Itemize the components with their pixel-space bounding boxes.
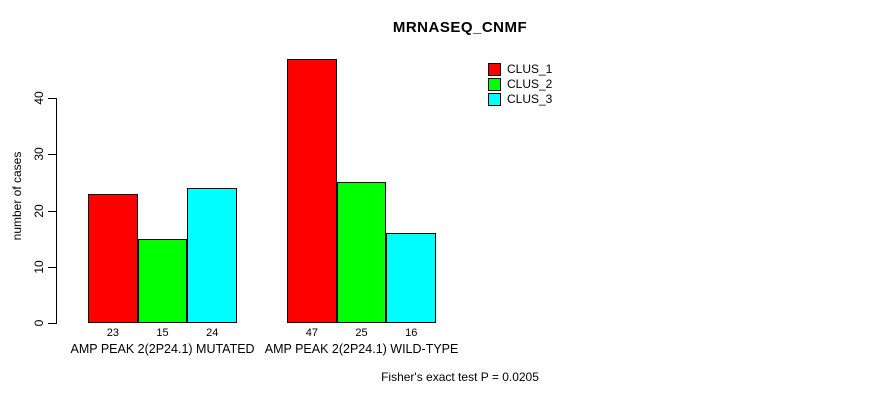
bar-clus_3: [386, 233, 437, 323]
y-axis-label-text: number of cases: [10, 151, 24, 241]
y-tick-label-text: 20: [32, 203, 46, 218]
legend-item-clus_1: CLUS_1: [488, 62, 552, 77]
bar-value-label: 23: [106, 327, 119, 339]
legend-swatch: [488, 63, 501, 76]
bar-value-label: 25: [355, 327, 368, 339]
bar-group: [287, 58, 437, 323]
y-tick-label-text: 10: [32, 260, 46, 274]
category-label: AMP PEAK 2(2P24.1) MUTATED: [70, 342, 255, 356]
y-tick-mark: [48, 323, 56, 324]
y-tick-mark: [48, 98, 56, 99]
legend: CLUS_1 CLUS_2 CLUS_3: [488, 62, 552, 107]
bar-value-label: 15: [156, 327, 169, 339]
legend-label: CLUS_3: [507, 92, 553, 106]
bar-value-label: 16: [405, 327, 418, 339]
chart-title: MRNASEQ_CNMF: [392, 19, 528, 36]
bar-value-label: 24: [206, 327, 219, 339]
legend-item-clus_3: CLUS_3: [488, 92, 552, 107]
bar-value-labels: 47 25 16: [287, 327, 436, 339]
bar-clus_1: [287, 58, 337, 323]
bar-value-label: 47: [305, 327, 318, 339]
y-tick-label-text: 0: [32, 319, 46, 327]
legend-item-clus_2: CLUS_2: [488, 77, 552, 92]
y-tick-mark: [48, 266, 56, 268]
bar-clus_1: [88, 193, 138, 323]
legend-label: CLUS_1: [507, 62, 553, 76]
legend-swatch: [488, 93, 501, 106]
bar-clus_2: [336, 182, 387, 323]
bar-clus_2: [137, 238, 188, 323]
bar-group: [88, 188, 238, 323]
y-tick-mark: [48, 154, 56, 156]
y-tick-mark: [48, 210, 56, 212]
y-axis-line: [56, 98, 57, 324]
category-label: AMP PEAK 2(2P24.1) WILD-TYPE: [264, 342, 459, 356]
bar-clus_3: [187, 188, 238, 323]
y-tick-label-text: 30: [32, 147, 46, 161]
bar-value-labels: 23 15 24: [88, 327, 237, 339]
legend-swatch: [488, 78, 501, 91]
fisher-test-note: Fisher's exact test P = 0.0205: [381, 370, 539, 384]
y-tick-label-text: 40: [32, 91, 46, 105]
legend-label: CLUS_2: [507, 77, 553, 91]
